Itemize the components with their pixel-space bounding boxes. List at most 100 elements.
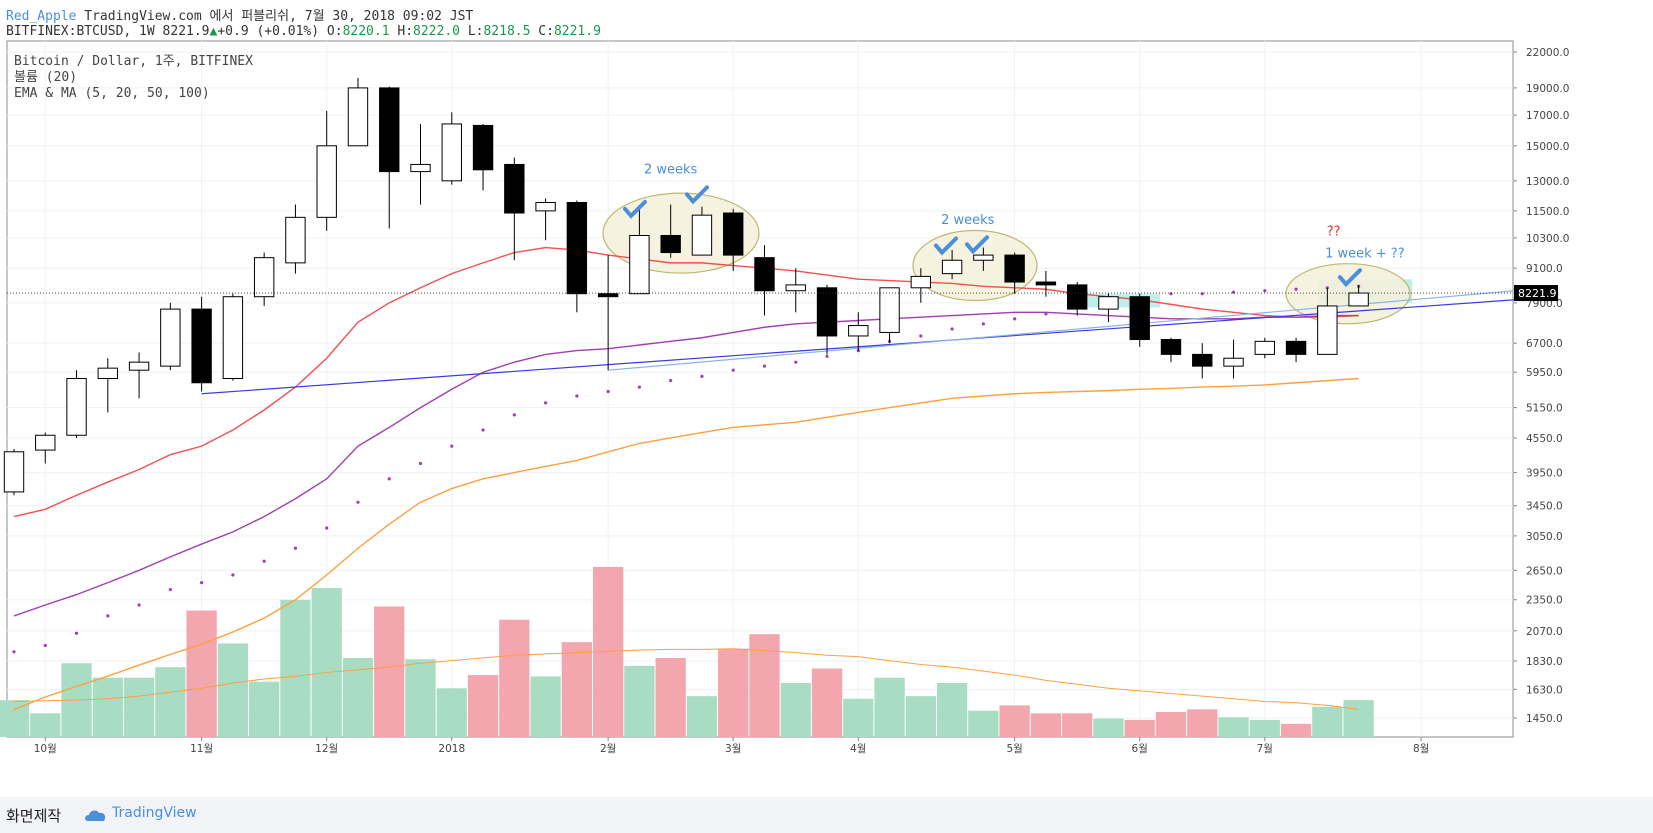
y-tick-label: 19000.0 — [1526, 83, 1569, 95]
volume-bar — [1218, 717, 1249, 737]
y-tick-label: 17000.0 — [1526, 110, 1569, 122]
annotation-text: 2 weeks — [941, 213, 995, 228]
volume-ma-line — [13, 648, 1359, 710]
volume-bar — [1280, 723, 1312, 737]
volume-bar — [249, 681, 280, 737]
x-tick-label: 2월 — [600, 743, 616, 755]
footer: 화면제작 TradingView — [0, 797, 1653, 833]
candle-body — [285, 216, 306, 264]
y-tick-label: 5150.0 — [1526, 403, 1563, 415]
tradingview-link[interactable]: TradingView — [112, 805, 197, 821]
annotation-text: 2 weeks — [644, 162, 698, 177]
checkmark-icon — [685, 185, 709, 205]
candle-body — [973, 254, 994, 261]
publish-header: Red_Apple TradingView.com 에서 퍼블리쉬, 7월 30… — [6, 5, 473, 24]
legend-ma: EMA & MA (5, 20, 50, 100) — [14, 86, 210, 101]
x-tick-label: 11월 — [190, 743, 213, 755]
ema-dot — [512, 413, 516, 417]
volume-bar — [280, 599, 311, 737]
volume-bar — [186, 610, 217, 737]
publish-info: TradingView.com 에서 퍼블리쉬, 7월 30, 2018 09:… — [84, 9, 474, 24]
ema-dot — [575, 394, 579, 398]
ema-dot — [1169, 292, 1173, 296]
volume-bar — [311, 588, 342, 737]
y-tick-label: 4550.0 — [1526, 433, 1563, 445]
candle-body — [1098, 296, 1119, 310]
y-tick-label: 13000.0 — [1526, 176, 1569, 188]
y-tick-label: 3050.0 — [1526, 531, 1563, 543]
y-tick-label: 3950.0 — [1526, 468, 1563, 480]
candle-body — [1160, 339, 1182, 355]
annotation-text: ?? — [1327, 224, 1341, 239]
y-tick-label: 2070.0 — [1526, 626, 1563, 638]
y-tick-label: 2350.0 — [1526, 595, 1563, 607]
candle-body — [879, 287, 900, 333]
low-value: 8218.5 — [483, 24, 531, 39]
volume-bar — [0, 700, 30, 737]
volume-bar — [780, 682, 811, 737]
ema-dot — [1044, 312, 1048, 316]
y-tick-label: 6700.0 — [1526, 338, 1563, 350]
high-label: H: — [397, 24, 414, 39]
candle-body — [941, 259, 963, 275]
annotation-text: 1 week + ?? — [1325, 247, 1405, 262]
cloud-logo-icon — [85, 810, 106, 821]
y-tick-label: 5950.0 — [1526, 367, 1563, 379]
ema-dot — [43, 643, 47, 648]
volume-bar — [874, 677, 905, 737]
volume-bar — [499, 619, 530, 737]
checkmark-icon — [623, 199, 647, 219]
volume-bar — [1124, 719, 1155, 737]
candle-body — [128, 361, 150, 371]
ema-dot — [825, 354, 829, 358]
candle-body — [1223, 357, 1244, 367]
open-value: 8220.1 — [342, 24, 390, 39]
close-label: C: — [538, 24, 554, 39]
ema-dot — [543, 401, 548, 405]
candle-body — [1285, 340, 1307, 355]
volume-bar — [999, 705, 1030, 737]
candle-body — [66, 377, 87, 436]
legend-symbol: Bitcoin / Dollar, 1주, BITFINEX — [14, 54, 253, 69]
ema-dot — [700, 374, 704, 378]
candle-body — [535, 201, 556, 212]
candle-body — [660, 234, 681, 254]
volume-bar — [1030, 713, 1062, 737]
ema-dot — [762, 364, 767, 368]
volume-bar — [655, 657, 686, 737]
last-price-tag — [1514, 285, 1558, 302]
volume-bar — [1155, 711, 1187, 737]
y-tick-label: 15000.0 — [1526, 141, 1569, 153]
volume-bar — [843, 698, 874, 737]
volume-bar — [123, 677, 155, 737]
ema-dot — [262, 559, 266, 563]
candle-body — [347, 87, 369, 147]
author-link[interactable]: Red_Apple — [6, 9, 77, 24]
volume-bar — [374, 606, 405, 737]
y-tick-label: 22000.0 — [1526, 47, 1569, 59]
up-arrow-icon: ▲ — [209, 24, 218, 39]
y-tick-label: 1830.0 — [1526, 656, 1563, 668]
candle-body — [222, 296, 244, 379]
ema-dot — [606, 389, 610, 394]
ema-dot — [1263, 289, 1267, 293]
ema-dot — [1294, 287, 1298, 291]
ema-dot — [325, 526, 329, 530]
volume-bar — [1343, 700, 1374, 737]
ema-dot — [418, 461, 423, 466]
ema-dot — [231, 573, 235, 577]
checkmark-icon — [1338, 268, 1362, 288]
candle-body — [848, 325, 869, 337]
price-chart[interactable]: 22000.0 19000.0 17000.0 15000.0 13000.0 11500… — [0, 0, 1653, 797]
candle-body — [1192, 353, 1213, 367]
ema-dot — [200, 581, 204, 585]
candle-body — [316, 145, 337, 218]
candle-body — [1129, 296, 1150, 341]
candle-body — [785, 284, 806, 292]
y-tick-label: 11500.0 — [1526, 206, 1569, 218]
annotation-ellipse — [1285, 263, 1411, 325]
volume-bar — [561, 642, 592, 737]
volume-bar — [624, 665, 655, 737]
candle-body — [1348, 292, 1369, 307]
candle-body — [816, 287, 838, 337]
